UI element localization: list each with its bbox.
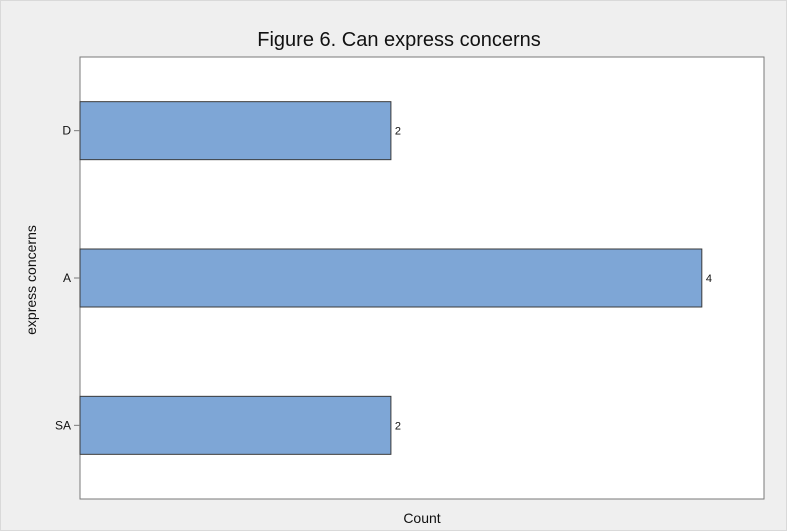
y-tick-label-a: A: [63, 271, 71, 285]
y-axis-label: express concerns: [23, 225, 39, 335]
x-axis-label: Count: [403, 510, 440, 526]
chart-title: Figure 6. Can express concerns: [257, 29, 540, 51]
bar-a: [79, 248, 703, 308]
y-tick-label-d: D: [62, 124, 71, 138]
data-label-a: 4: [706, 273, 712, 285]
data-label-sa: 2: [395, 420, 401, 432]
data-label-d: 2: [395, 126, 401, 138]
bar-sa: [79, 395, 392, 455]
bars-layer: 2 4 2: [79, 101, 712, 455]
y-tick-label-sa: SA: [55, 418, 71, 432]
ticks-layer: D A SA: [55, 124, 80, 432]
bar-d: [79, 101, 392, 161]
